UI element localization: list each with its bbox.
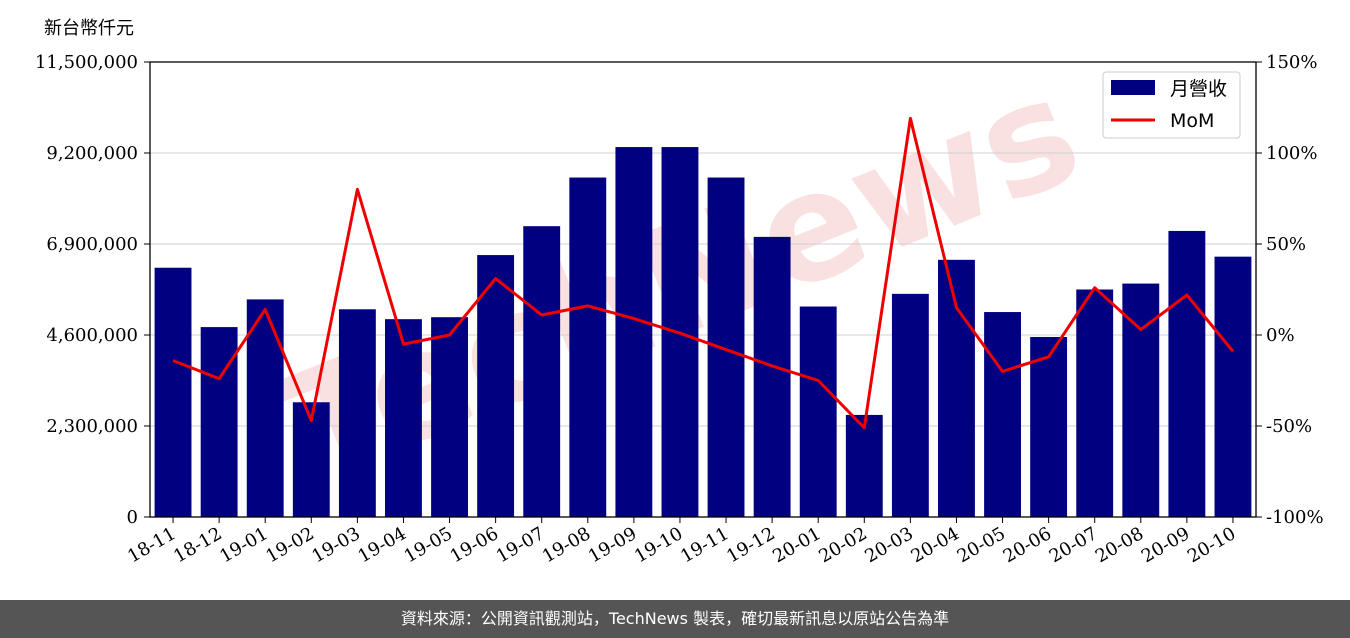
x-tick-label: 19-01 bbox=[216, 523, 271, 567]
legend-bar-swatch bbox=[1111, 80, 1155, 95]
bar-18-11 bbox=[154, 267, 192, 517]
revenue-chart: TechNews 02,300,0004,600,0006,900,0009,2… bbox=[35, 18, 1324, 567]
bar-20-06 bbox=[1030, 336, 1068, 517]
bar-20-05 bbox=[984, 312, 1021, 517]
x-tick-label: 19-05 bbox=[401, 523, 456, 567]
bar-19-09 bbox=[615, 147, 653, 517]
bar-19-08 bbox=[569, 177, 607, 517]
bar-19-12 bbox=[753, 236, 791, 517]
bar-20-04 bbox=[938, 259, 975, 517]
left-axis-ticks: 0 2,300,000 4,600,000 6,900,000 9,200,000 11,… bbox=[35, 52, 150, 528]
bar-18-12 bbox=[200, 327, 238, 517]
bar-19-07 bbox=[523, 226, 561, 517]
x-tick-label: 20-06 bbox=[1000, 523, 1055, 567]
right-axis-ticks: -100% -50% 0% 50% 100% 150% bbox=[1256, 52, 1324, 528]
x-tick-label: 19-03 bbox=[308, 523, 363, 567]
x-tick-label: 19-04 bbox=[355, 523, 410, 567]
x-tick-label: 18-12 bbox=[170, 523, 225, 567]
bar-20-03 bbox=[891, 293, 929, 517]
source-text: 資料來源：公開資訊觀測站，TechNews 製表，確切最新訊息以原站公告為準 bbox=[400, 609, 950, 628]
bar-19-06 bbox=[477, 255, 515, 518]
x-tick-label: 19-12 bbox=[723, 523, 778, 567]
bar-20-09 bbox=[1168, 230, 1206, 517]
left-tick-label: 11,500,000 bbox=[35, 52, 138, 73]
right-tick-label: 150% bbox=[1266, 52, 1317, 73]
legend-bar-label: 月營收 bbox=[1170, 78, 1227, 100]
bar-19-03 bbox=[338, 309, 376, 517]
bar-20-08 bbox=[1122, 283, 1160, 517]
gridlines bbox=[150, 152, 1256, 427]
bar-19-11 bbox=[707, 177, 745, 517]
bar-19-04 bbox=[385, 319, 422, 517]
right-tick-label: 0% bbox=[1266, 325, 1295, 346]
x-tick-label: 19-07 bbox=[493, 523, 548, 567]
bar-19-05 bbox=[431, 317, 468, 517]
x-tick-label: 20-02 bbox=[815, 523, 870, 567]
mom-line bbox=[172, 116, 1235, 430]
bar-19-01 bbox=[246, 299, 284, 517]
plot-frame bbox=[149, 61, 1257, 518]
x-tick-label: 18-11 bbox=[124, 523, 179, 567]
x-tick-label: 20-07 bbox=[1046, 523, 1101, 567]
x-tick-label: 20-04 bbox=[908, 523, 963, 567]
x-tick-label: 20-05 bbox=[954, 523, 1009, 567]
left-tick-label: 6,900,000 bbox=[46, 234, 138, 255]
right-tick-label: -100% bbox=[1266, 507, 1324, 528]
x-tick-label: 19-11 bbox=[677, 523, 732, 567]
left-tick-label: 9,200,000 bbox=[46, 143, 138, 164]
right-tick-label: 100% bbox=[1266, 143, 1317, 164]
source-footer: 資料來源：公開資訊觀測站，TechNews 製表，確切最新訊息以原站公告為準 bbox=[0, 600, 1350, 638]
y-axis-unit-label: 新台幣仟元 bbox=[44, 18, 134, 39]
bar-series bbox=[154, 147, 1252, 518]
x-tick-label: 20-10 bbox=[1184, 523, 1239, 567]
bar-20-01 bbox=[799, 306, 837, 517]
bar-20-07 bbox=[1076, 289, 1114, 517]
left-tick-label: 4,600,000 bbox=[46, 325, 138, 346]
bar-20-10 bbox=[1214, 256, 1252, 517]
bar-20-02 bbox=[845, 414, 883, 517]
legend: 月營收 MoM bbox=[1102, 71, 1241, 139]
x-axis-ticks: 18-1118-1219-0119-0219-0319-0419-0519-06… bbox=[124, 517, 1239, 567]
x-tick-label: 20-01 bbox=[769, 523, 824, 567]
legend-line-label: MoM bbox=[1170, 110, 1214, 132]
left-tick-label: 2,300,000 bbox=[46, 416, 138, 437]
x-tick-label: 19-02 bbox=[262, 523, 317, 567]
right-tick-label: 50% bbox=[1266, 234, 1306, 255]
x-tick-label: 19-06 bbox=[447, 523, 502, 567]
x-tick-label: 19-10 bbox=[631, 523, 686, 567]
axes bbox=[149, 61, 1257, 518]
right-tick-label: -50% bbox=[1266, 416, 1312, 437]
x-tick-label: 19-09 bbox=[585, 523, 640, 567]
line-series bbox=[172, 116, 1235, 430]
left-tick-label: 0 bbox=[127, 507, 138, 528]
x-tick-label: 20-09 bbox=[1138, 523, 1193, 567]
x-tick-label: 20-03 bbox=[861, 523, 916, 567]
x-tick-label: 20-08 bbox=[1092, 523, 1147, 567]
x-tick-label: 19-08 bbox=[539, 523, 594, 567]
